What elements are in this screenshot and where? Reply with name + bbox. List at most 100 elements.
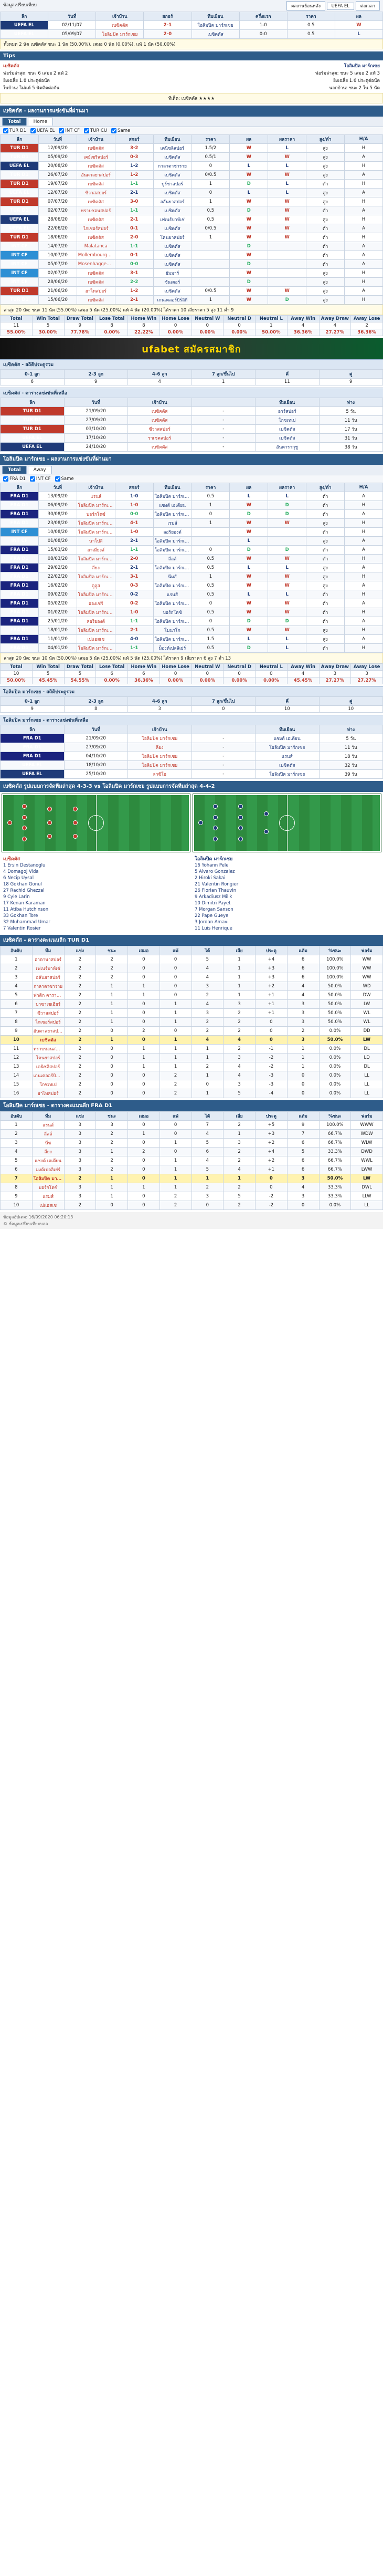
filter-option[interactable]: TUR CU [83,128,107,133]
away-team-cell[interactable]: แรนส์ [153,590,192,599]
match-row[interactable]: FRA D1 15/03/20 อาเมียงส์ 1-1 โอลิมปิค มาร์ก… [0,545,383,555]
match-row[interactable]: FRA D1 30/08/20 บอร์กโดซ์ 0-0 โอลิมปิค มาร์ก… [0,509,383,519]
fixture-row[interactable]: TUR D1 27/09/20 เบซิคตัส - โกซเทเป 11 วัน [0,415,383,425]
standing-row[interactable]: 16 ฮาไทสปอร์ 2 0 0 2 1 5 -4 0 0.0% LL [0,1089,383,1098]
filter-checkbox[interactable] [3,128,8,133]
home-team-cell[interactable]: โอลิมปิค มาร์กเซย [76,643,115,653]
standing-row[interactable]: 8 ไกเซอร์สปอร์ 2 1 0 1 2 2 0 3 50.0% WL [0,1017,383,1027]
standing-row[interactable]: 4 ลียง 3 1 2 0 6 2 +4 5 33.3% DWD [0,1147,383,1156]
team-name-cell[interactable]: นีซ [31,1138,65,1148]
home-player[interactable]: 27 Rachid Ghezzal [3,888,45,893]
team-name-cell[interactable]: ฟาติก คาราห์กุมรุค [31,990,65,1000]
match-row[interactable]: INT CF 01/08/20 นาโปลี 2-1 โอลิมปิค มาร์กเซย… [0,536,383,546]
away-team-cell[interactable]: เบซิคตัส [191,29,240,39]
filter-checkbox[interactable] [30,128,36,133]
home-team-cell[interactable]: ลอริยองต์ [76,617,115,626]
away-player[interactable]: 7 Morgan Sanson [195,907,233,912]
home-team-cell[interactable]: บอร์กโดซ์ [76,509,115,519]
home-team-cell[interactable]: Malatanca [76,242,115,251]
home-team-cell[interactable]: ลาซิโอ [127,769,192,779]
filter-checkbox[interactable] [3,476,8,482]
team-name-cell[interactable]: ทราบซอนสปอร์ [31,1044,65,1054]
team-name-cell[interactable]: เดนิซลิสปอร์ [31,1062,65,1071]
away-team-cell[interactable]: โอลิมปิค มาร์กเซย [153,599,192,608]
home-team-cell[interactable]: เบซิคตัส [76,233,115,242]
home-team-cell[interactable]: เบซิคตัส [76,295,115,305]
away-team-cell[interactable]: เบซิคตัส [255,760,320,770]
standing-row[interactable]: 14 เกนเคลอร์บิร์ลิกี 2 0 0 2 1 4 -3 0 0.0% LL [0,1071,383,1080]
away-player[interactable]: 3 Jordan Amavi [195,920,229,925]
home-team-cell[interactable]: อาเมียงส์ [76,545,115,555]
h2h-row[interactable]: UEFA EL 05/09/07 โอลิมปิค มาร์กเซย 2-0 เบซิค… [0,29,383,39]
team-name-cell[interactable]: บอร์กโดซ์ [31,1183,65,1192]
home-team-cell[interactable]: โอลิมปิค มาร์กเซย [76,625,115,635]
match-row[interactable]: FRA D1 04/01/20 โอลิมปิค มาร์กเซย 1-1 ม็องต์… [0,643,383,653]
fixture-row[interactable]: FRA D1 21/09/20 โอลิมปิค มาร์กเซย - แซงต์ เอ… [0,734,383,743]
away-team-cell[interactable]: เกนเคลอร์บิร์ลิกี [153,295,192,305]
team-name-cell[interactable]: ซีวาสสปอร์ [31,1008,65,1018]
away-team-cell[interactable]: เบซิคตัส [153,259,192,269]
away-team-cell[interactable]: เบซิคตัส [153,224,192,233]
standing-row[interactable]: 11 ทราบซอนสปอร์ 2 0 1 1 1 2 -1 1 0.0% DL [0,1044,383,1054]
match-row[interactable]: UEFA EL 22/06/20 ไกเซอร์สปอร์ 0-1 เบซิคตัส 0/… [0,224,383,233]
away-team-cell[interactable]: โอลิมปิค มาร์กเซย [153,545,192,555]
standing-row[interactable]: 1 อาดานาสปอร์ 2 2 0 0 5 1 +4 6 100.0% WW [0,955,383,964]
league-button[interactable]: UEFA EL [326,3,354,10]
team-name-cell[interactable]: โคนยาสปอร์ [31,1053,65,1062]
match-row[interactable]: TUR D1 07/07/20 เบซิคตัส 3-0 อลันยาสปอร์ 1 W W ส… [0,197,383,206]
team-name-cell[interactable]: แซงต์ เอเตียน [31,1156,65,1165]
match-row[interactable]: UEFA EL 28/06/20 เบซิคตัส 2-1 เฟเนร์บาห์เช่ 0… [0,215,383,224]
away-player[interactable]: 26 Florian Thauvin [195,888,237,893]
home-player[interactable]: 4 Domagoj Vida [3,869,39,874]
match-row[interactable]: TUR D1 26/07/20 อันตาลยาสปอร์ 1-2 เบซิคตัส 0/… [0,170,383,180]
ad-banner[interactable]: ufabet สมัครสมาชิก [0,338,383,359]
away-team-cell[interactable]: เบซิคตัส [153,152,192,162]
home-team-cell[interactable]: ไกเซอร์สปอร์ [76,224,115,233]
home-team-cell[interactable]: เบซิคตัส [76,143,115,153]
match-row[interactable]: FRA D1 22/02/20 โอลิมปิค มาร์กเซย 3-1 นีมส์ 1… [0,572,383,581]
home-team-cell[interactable]: เบซิคตัส [127,415,192,425]
standing-row[interactable]: 9 อันตาลยาสปอร์ 2 0 2 0 2 2 0 2 0.0% DD [0,1026,383,1036]
away-team-cell[interactable]: โอลิมปิค มาร์กเซย [153,563,192,572]
home-team-cell[interactable]: เปแอสเช [76,634,115,644]
team-name-cell[interactable]: เฟเนร์บาห์เช่ [31,964,65,973]
away-player[interactable]: 11 Luis Henrique [195,926,232,931]
away-player[interactable]: 16 Yohann Pele [195,863,229,868]
away-player[interactable]: 22 Pape Gueye [195,913,229,919]
away-player[interactable]: 2 Hiroki Sakai [195,875,226,881]
standing-row[interactable]: 10 เปแอสเช 2 0 0 2 0 2 -2 0 0.0% LL [0,1201,383,1210]
match-row[interactable]: FRA D1 09/02/20 โอลิมปิค มาร์กเซย 0-2 แรนส์ 0… [0,590,383,599]
home-team-cell[interactable]: โอลิมปิค มาร์กเซย [76,572,115,581]
away-team-cell[interactable]: โมนาโก [153,625,192,635]
standing-row[interactable]: 2 เฟเนร์บาห์เช่ 2 2 0 0 4 1 +3 6 100.0% WW [0,964,383,973]
match-row[interactable]: TUR D1 19/07/20 เบซิคตัส 1-1 บูร์ซาสปอร์ 1 D L ต… [0,179,383,189]
away-team-cell[interactable]: โอลิมปิค มาร์กเซย [255,743,320,752]
team-name-cell[interactable]: อลันยาสปอร์ [31,973,65,982]
away-team-cell[interactable]: เบซิคตัส [255,433,320,443]
match-row[interactable]: INT CF 02/07/20 เบซิคตัส 3-1 ยัมมาร์ W สูง H [0,268,383,278]
home-player[interactable]: 11 Atiba Hutchinson [3,907,49,912]
home-team-cell[interactable]: เบซิคตัส [76,215,115,224]
team-name-cell[interactable]: เกนเคลอร์บิร์ลิกี [31,1071,65,1080]
match-row[interactable]: FRA D1 23/08/20 โอลิมปิค มาร์กเซย 4-1 เรมส์ 1… [0,518,383,528]
standing-row[interactable]: 6 บาซาเชเฮียร์ 2 1 0 1 4 3 +1 3 50.0% LW [0,999,383,1009]
away-team-cell[interactable]: อาร์สปอร์ [255,406,320,416]
away-team-cell[interactable]: โอลิมปิค มาร์กเซย [153,536,192,546]
standing-row[interactable]: 10 เบซิคตัส 2 1 0 1 4 4 0 3 50.0% LW [0,1035,383,1045]
away-player[interactable]: 10 Dimitri Payet [195,901,231,906]
match-row[interactable]: TUR D1 15/06/20 เบซิคตัส 2-1 เกนเคลอร์บิร์ลิ… [0,295,383,305]
match-row[interactable]: UEFA EL 20/08/20 เบซิคตัส 1-2 กาลาตาซาราย 0 L L… [0,161,383,171]
away-team-cell[interactable]: เบซิคตัส [153,286,192,296]
home-team-cell[interactable]: ฮาไทสปอร์ [76,286,115,296]
away-team-cell[interactable]: เบซิคตัส [153,242,192,251]
home-team-cell[interactable]: ลียง [76,563,115,572]
h2h-row[interactable]: UEFA EL 02/11/07 เบซิคตัส 2-1 โอลิมปิค มาร์ก… [0,20,383,30]
team-name-cell[interactable]: อาดานาสปอร์ [31,955,65,964]
standing-row[interactable]: 7 ซีวาสสปอร์ 2 1 0 1 3 2 +1 3 50.0% WL [0,1008,383,1018]
home-team-cell[interactable]: อองเช่ร์ [76,599,115,608]
home-team-cell[interactable]: ลียง [127,743,192,752]
filter-option[interactable]: UEFA EL [30,128,55,133]
home-team-cell[interactable]: ซีวาสสปอร์ [127,424,192,434]
